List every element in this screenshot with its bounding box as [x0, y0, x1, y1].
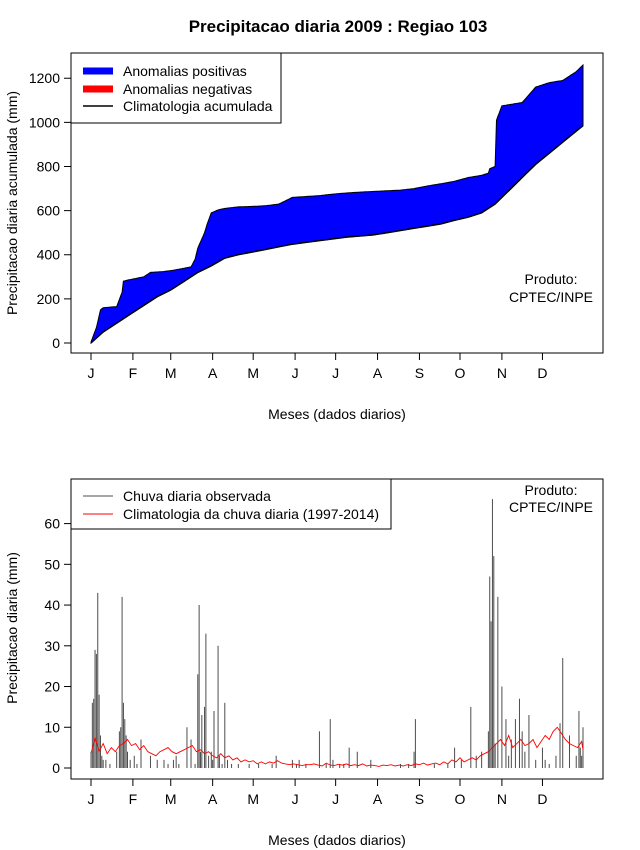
cumulative-panel: 0 200 400 600 800 1000 1200 J F M A M J J A S O N D Preci… [4, 52, 604, 422]
daily-x-tick-label: A [208, 791, 218, 807]
daily-y-tick-label: 20 [44, 679, 60, 695]
daily-x-tick-label: D [537, 791, 547, 807]
cumulative-x-tick-label: J [88, 365, 95, 381]
daily-x-label: Meses (dados diarios) [268, 832, 406, 848]
cumulative-y-tick-label: 0 [52, 335, 60, 351]
daily-x-tick-label: J [332, 791, 339, 807]
daily-x-tick-label: J [292, 791, 299, 807]
cumulative-plot-area [90, 63, 584, 345]
climatology-cumulative-line [90, 125, 584, 344]
legend-label-negative: Anomalias negativas [123, 81, 252, 97]
cumulative-x-tick-label: A [208, 365, 218, 381]
cumulative-x-tick-label: M [165, 365, 177, 381]
legend-label-positive: Anomalias positivas [123, 63, 247, 79]
legend-label-daily-climatology: Climatologia da chuva diaria (1997-2014) [123, 506, 379, 522]
daily-x-tick-label: F [129, 791, 138, 807]
cumulative-x-tick-label: D [537, 365, 547, 381]
daily-panel: 0 10 20 30 40 50 60 J F M A M J J A S O N D Precipitacao … [4, 478, 604, 848]
daily-x-tick-label: J [88, 791, 95, 807]
daily-plot-area [90, 499, 584, 768]
legend-label-observed: Chuva diaria observada [123, 488, 271, 504]
daily-y-label: Precipitacao diaria (mm) [4, 552, 20, 704]
daily-y-tick-label: 30 [44, 638, 60, 654]
daily-x-tick-label: O [455, 791, 466, 807]
daily-x-tick-label: S [415, 791, 424, 807]
cumulative-legend: Anomalias positivas Anomalias negativas … [70, 52, 282, 124]
cumulative-y-tick-label: 1000 [29, 114, 60, 130]
cumulative-credit-line2: CPTEC/INPE [509, 289, 593, 305]
daily-y-axis: 0 10 20 30 40 50 60 [44, 516, 72, 776]
cumulative-y-tick-label: 200 [37, 291, 61, 307]
cumulative-x-tick-label: J [332, 365, 339, 381]
legend-label-climatology: Climatologia acumulada [123, 98, 273, 114]
daily-x-tick-label: M [247, 791, 259, 807]
cumulative-y-tick-label: 1200 [29, 70, 60, 86]
cumulative-x-tick-label: N [497, 365, 507, 381]
daily-x-tick-label: M [165, 791, 177, 807]
cumulative-x-tick-label: J [292, 365, 299, 381]
cumulative-x-tick-label: F [129, 365, 138, 381]
cumulative-x-tick-label: M [247, 365, 259, 381]
daily-y-tick-label: 40 [44, 597, 60, 613]
cumulative-y-axis: 0 200 400 600 800 1000 1200 [29, 70, 72, 351]
daily-x-tick-label: N [497, 791, 507, 807]
daily-y-tick-label: 0 [52, 760, 60, 776]
cumulative-x-tick-label: O [455, 365, 466, 381]
cumulative-x-tick-label: A [373, 365, 383, 381]
cumulative-y-tick-label: 400 [37, 247, 61, 263]
daily-y-tick-label: 10 [44, 719, 60, 735]
daily-credit-line2: CPTEC/INPE [509, 499, 593, 515]
daily-y-tick-label: 50 [44, 556, 60, 572]
cumulative-x-label: Meses (dados diarios) [268, 406, 406, 422]
daily-y-tick-label: 60 [44, 516, 60, 532]
cumulative-y-tick-label: 600 [37, 203, 61, 219]
cumulative-credit-line1: Produto: [525, 271, 578, 287]
cumulative-x-tick-label: S [415, 365, 424, 381]
daily-legend-box [70, 478, 392, 530]
daily-legend: Chuva diaria observada Climatologia da c… [70, 478, 392, 530]
figure-title: Precipitacao diaria 2009 : Regiao 103 [189, 17, 488, 36]
daily-x-tick-label: A [373, 791, 383, 807]
daily-climatology-line [90, 726, 584, 767]
cumulative-y-tick-label: 800 [37, 158, 61, 174]
daily-credit-line1: Produto: [525, 482, 578, 498]
cumulative-y-label: Precipitacao diaria acumulada (mm) [4, 91, 20, 315]
